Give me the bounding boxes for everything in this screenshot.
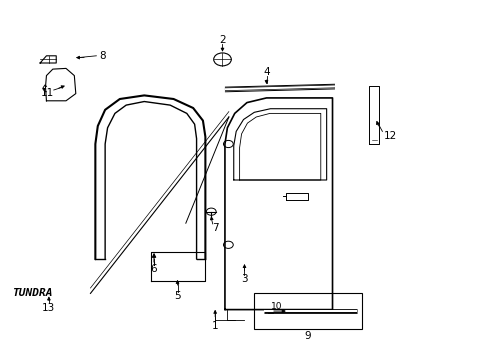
Text: 6: 6	[150, 264, 157, 274]
Text: 11: 11	[41, 88, 55, 98]
Text: 7: 7	[211, 222, 218, 233]
Text: 13: 13	[42, 303, 56, 313]
Text: 10: 10	[271, 302, 283, 311]
Text: 4: 4	[263, 67, 269, 77]
Text: 12: 12	[383, 131, 396, 141]
Text: 9: 9	[304, 330, 311, 341]
Text: 8: 8	[99, 51, 106, 61]
Text: 3: 3	[241, 274, 247, 284]
Text: TUNDRA: TUNDRA	[12, 288, 53, 298]
Text: 5: 5	[174, 291, 181, 301]
Text: 2: 2	[219, 35, 225, 45]
Text: 1: 1	[211, 321, 218, 331]
Bar	[254, 293, 361, 329]
